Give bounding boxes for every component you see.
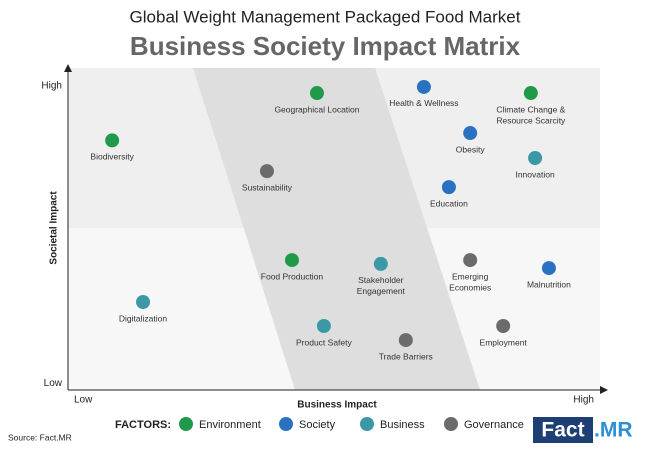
point [541, 261, 556, 276]
logo-text: .MR [594, 419, 633, 442]
point-label: Emerging [452, 271, 489, 281]
legend-label: Environment [199, 419, 261, 431]
y-tick-label: Low [44, 378, 63, 389]
point-label: Geographical Location [274, 104, 359, 114]
point [463, 253, 478, 268]
point [259, 164, 274, 179]
point-label: Sustainability [242, 182, 293, 192]
logo-box [533, 417, 593, 443]
y-axis-title: Societal Impact [49, 191, 60, 265]
point-label: Engagement [357, 286, 406, 296]
y-axis-arrow [64, 64, 72, 72]
logo-text: Fact [541, 419, 584, 442]
point-label: Trade Barriers [379, 351, 433, 361]
legend-label: Business [380, 419, 425, 431]
point-label: Obesity [456, 144, 486, 154]
point-label: Climate Change & [496, 104, 565, 114]
point-label: Digitalization [119, 313, 167, 323]
legend-marker [279, 417, 293, 431]
point-label: Health & Wellness [389, 98, 458, 108]
source: Source: Fact.MR [8, 432, 72, 442]
point [105, 133, 120, 148]
x-axis-title: Business Impact [297, 400, 377, 411]
point [528, 151, 543, 165]
chart-title: Global Weight Management Packaged Food M… [130, 7, 521, 26]
point [463, 126, 478, 141]
point-label: Innovation [515, 169, 554, 179]
point-label: Resource Scarcity [496, 115, 566, 125]
point-label: Product Safety [296, 337, 353, 347]
point [316, 319, 331, 333]
diagonal-band [193, 68, 480, 390]
point [309, 86, 324, 101]
point [373, 256, 388, 271]
point [416, 79, 431, 94]
legend-label: Governance [464, 419, 524, 431]
point [523, 86, 538, 101]
point-label: Biodiversity [90, 152, 134, 162]
legend-marker [444, 417, 458, 431]
x-tick-label: High [573, 395, 594, 406]
point [441, 180, 456, 195]
point [284, 253, 299, 268]
point-label: Economies [449, 282, 491, 292]
x-axis-arrow [600, 386, 608, 394]
legend-marker [360, 417, 374, 431]
x-tick-label: Low [74, 395, 93, 406]
point-label: Food Production [261, 271, 324, 281]
legend-marker [179, 417, 193, 431]
point-label: Education [430, 198, 468, 208]
point [136, 295, 151, 309]
point [398, 333, 413, 348]
chart-subtitle: Business Society Impact Matrix [130, 31, 521, 61]
legend-label: Society [299, 419, 336, 431]
y-tick-label: High [41, 81, 62, 92]
legend-title: FACTORS: [115, 419, 171, 431]
point-label: Stakeholder [358, 275, 404, 285]
point-label: Malnutrition [527, 279, 571, 289]
point [496, 319, 511, 333]
point-label: Employment [480, 337, 528, 347]
